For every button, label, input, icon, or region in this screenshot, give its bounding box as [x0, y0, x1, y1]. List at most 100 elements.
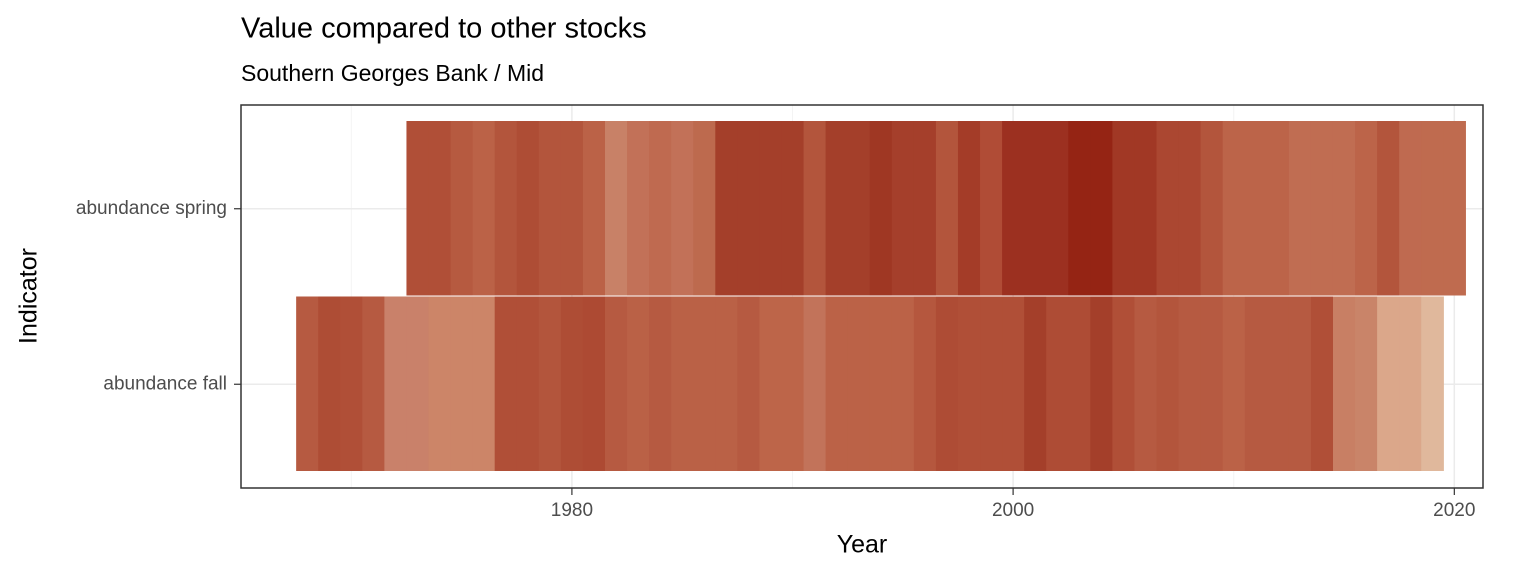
tile — [1090, 296, 1113, 471]
tile — [1355, 296, 1378, 471]
tile — [494, 121, 518, 296]
tile — [494, 296, 518, 471]
tile — [957, 296, 981, 471]
tile — [671, 121, 694, 296]
tile — [869, 296, 893, 471]
chart-subtitle: Southern Georges Bank / Mid — [241, 60, 544, 86]
x-tick-label: 2000 — [992, 500, 1034, 521]
tile — [582, 121, 606, 296]
tile — [913, 296, 937, 471]
tile — [715, 296, 738, 471]
tile — [671, 296, 694, 471]
tile — [1068, 296, 1091, 471]
tile — [1134, 121, 1158, 296]
tile — [1266, 121, 1290, 296]
tile — [1002, 296, 1025, 471]
tile — [649, 121, 672, 296]
tile — [847, 121, 871, 296]
tile — [340, 296, 363, 471]
tile — [296, 296, 319, 471]
tile — [428, 121, 452, 296]
tile — [980, 121, 1003, 296]
tile — [737, 121, 761, 296]
tile — [825, 121, 849, 296]
tile — [1046, 121, 1069, 296]
tile — [693, 121, 716, 296]
tile — [406, 296, 430, 471]
tile — [604, 296, 628, 471]
tile — [803, 296, 827, 471]
tile — [428, 296, 452, 471]
tile — [538, 296, 562, 471]
tile — [1002, 121, 1025, 296]
tile — [1156, 296, 1180, 471]
tile — [1332, 121, 1356, 296]
tile — [472, 121, 496, 296]
tile — [715, 121, 738, 296]
tile — [1377, 121, 1400, 296]
tile — [1443, 121, 1466, 296]
tile — [1178, 296, 1202, 471]
tile — [891, 296, 915, 471]
tile — [1200, 296, 1224, 471]
tile — [1421, 121, 1444, 296]
tile — [847, 296, 871, 471]
chart-title: Value compared to other stocks — [241, 13, 647, 45]
tile — [980, 296, 1003, 471]
tile — [1288, 121, 1312, 296]
tile — [1134, 296, 1158, 471]
tile — [935, 121, 959, 296]
tile — [957, 121, 981, 296]
tile — [913, 121, 937, 296]
tile — [1222, 296, 1246, 471]
tile — [759, 121, 783, 296]
tile — [1090, 121, 1113, 296]
tile — [362, 296, 385, 471]
tile — [516, 121, 540, 296]
tile — [693, 296, 716, 471]
tile — [472, 296, 496, 471]
tile — [450, 296, 474, 471]
tile — [781, 296, 805, 471]
tile — [737, 296, 761, 471]
tile — [516, 296, 540, 471]
tile — [1355, 121, 1378, 296]
tile — [1421, 296, 1444, 471]
tile — [318, 296, 341, 471]
tile — [1112, 296, 1136, 471]
tile — [538, 121, 562, 296]
tile — [384, 296, 408, 471]
tile — [1024, 296, 1047, 471]
tile — [1222, 121, 1246, 296]
tile — [582, 296, 606, 471]
tile — [1399, 296, 1422, 471]
tile — [1310, 121, 1334, 296]
y-axis-label: Indicator — [15, 248, 43, 344]
tile — [649, 296, 672, 471]
tile — [560, 296, 584, 471]
tile — [604, 121, 628, 296]
tile — [1024, 121, 1047, 296]
x-tick-label: 2020 — [1433, 500, 1475, 521]
tile — [781, 121, 805, 296]
tile — [560, 121, 584, 296]
tile — [1244, 296, 1268, 471]
tile — [1068, 121, 1091, 296]
tile — [891, 121, 915, 296]
tile — [627, 296, 650, 471]
tile — [1310, 296, 1334, 471]
x-axis-label: Year — [837, 531, 888, 559]
tile — [1046, 296, 1069, 471]
tile — [1200, 121, 1224, 296]
tile — [869, 121, 893, 296]
panel-border — [240, 104, 1484, 489]
y-tick-label: abundance fall — [103, 373, 227, 394]
tile — [1156, 121, 1180, 296]
tile — [1266, 296, 1290, 471]
tile — [935, 296, 959, 471]
tile — [759, 296, 783, 471]
x-tick-label: 1980 — [551, 500, 593, 521]
tile — [406, 121, 430, 296]
tile — [1288, 296, 1312, 471]
